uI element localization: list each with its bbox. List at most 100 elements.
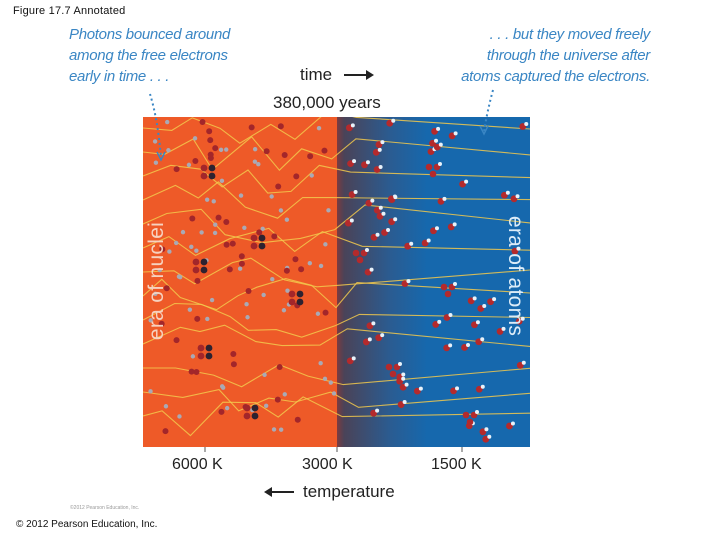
- atom-cap: [426, 238, 431, 243]
- atom: [404, 241, 414, 250]
- era-of-nuclei-panel: [143, 117, 339, 447]
- electron-dot: [331, 391, 337, 396]
- nucleus-dot: [193, 369, 200, 376]
- nucleon: [243, 412, 251, 420]
- electron-dot: [318, 361, 323, 366]
- electron-dot: [199, 230, 204, 235]
- nucleus-dot: [230, 350, 237, 357]
- electron-dot: [165, 119, 170, 125]
- electron-dot: [263, 403, 269, 408]
- electron-dot: [148, 318, 153, 323]
- atom-cap: [492, 297, 497, 302]
- nucleus-dot: [293, 173, 300, 180]
- nucleus-dot: [281, 152, 288, 159]
- electron-dot: [219, 384, 225, 389]
- nucleon: [251, 412, 259, 420]
- atom: [510, 194, 520, 203]
- atom-cap: [455, 386, 460, 391]
- nucleus-dot: [215, 214, 222, 221]
- atom-cap: [378, 205, 383, 210]
- atom: [496, 326, 506, 335]
- nucleon: [208, 164, 216, 172]
- atom: [401, 279, 411, 288]
- atom: [506, 421, 515, 430]
- atom-cap: [452, 222, 457, 227]
- electron-dot: [224, 147, 229, 152]
- atom-cap: [434, 226, 439, 231]
- electron-dot: [284, 217, 290, 222]
- atom-cap: [480, 337, 485, 342]
- nucleus-dot: [173, 166, 180, 173]
- atom: [482, 434, 492, 443]
- atom: [373, 205, 383, 214]
- atom: [375, 140, 385, 148]
- atom: [365, 198, 375, 207]
- electron-dot: [261, 292, 266, 298]
- electron-dot: [252, 159, 258, 164]
- atom: [500, 190, 510, 199]
- nucleon: [200, 258, 208, 266]
- electron-dot: [211, 199, 216, 204]
- nucleon: [250, 234, 258, 242]
- electron-dot: [166, 148, 171, 153]
- nucleus-dot: [294, 416, 301, 423]
- photon-path: [143, 278, 530, 311]
- atom: [447, 222, 457, 231]
- nucleus-dot: [207, 151, 214, 158]
- atom-core: [440, 283, 448, 291]
- nucleon: [197, 352, 205, 360]
- atom: [432, 319, 442, 328]
- nucleus-dot: [322, 309, 329, 316]
- nucleon: [205, 344, 213, 352]
- atom-cap: [380, 333, 385, 338]
- electron-dot: [252, 147, 258, 152]
- nucleus-dot: [159, 246, 166, 253]
- atom-cap: [520, 316, 525, 321]
- atom-cap: [391, 118, 396, 123]
- atom: [429, 138, 439, 147]
- atom-cap: [351, 356, 356, 361]
- nucleus-dot: [189, 215, 196, 222]
- inner-credit-text: ©2012 Pearson Education, Inc.: [70, 505, 140, 511]
- atom-cap: [380, 140, 385, 145]
- atom: [366, 321, 376, 330]
- caption-photons-bounced: Photons bounced around among the free el…: [69, 24, 230, 87]
- nucleon: [258, 234, 266, 242]
- atom-cap: [475, 410, 479, 414]
- atom-cap: [434, 138, 439, 143]
- atom-cluster: [352, 248, 369, 264]
- atom: [348, 190, 358, 198]
- atom-cap: [524, 122, 529, 127]
- photon-path: [143, 164, 530, 194]
- atom: [448, 131, 458, 140]
- nucleus-dot: [192, 158, 199, 165]
- nucleon: [200, 164, 208, 172]
- electron-dot: [173, 240, 179, 246]
- atom-cap: [402, 400, 407, 405]
- nucleon: [288, 290, 296, 298]
- atom: [346, 356, 356, 365]
- nucleon: [200, 266, 208, 274]
- time-arrow-icon: [344, 70, 374, 80]
- atom-cap: [515, 194, 520, 199]
- nucleus-dot: [292, 256, 299, 263]
- atom-cap: [375, 408, 380, 413]
- nucleus-dot: [212, 145, 219, 152]
- nucleus-dot: [248, 124, 255, 131]
- caption-right-line-1: . . . but they moved freely: [489, 26, 651, 43]
- atom-core: [444, 290, 452, 298]
- atom-cap: [510, 421, 515, 426]
- nucleon: [205, 352, 213, 360]
- atom-core: [389, 370, 397, 378]
- nucleon: [243, 404, 251, 412]
- atom-cap: [438, 142, 443, 147]
- atom: [459, 179, 469, 188]
- nucleus-dot: [158, 320, 165, 327]
- atom: [399, 382, 409, 391]
- atom-core: [425, 163, 433, 171]
- era-of-atoms-label: era of atoms: [504, 215, 527, 337]
- electron-dot: [224, 405, 230, 411]
- photon-path: [143, 363, 530, 388]
- atom-cap: [453, 282, 457, 286]
- atom: [433, 142, 443, 151]
